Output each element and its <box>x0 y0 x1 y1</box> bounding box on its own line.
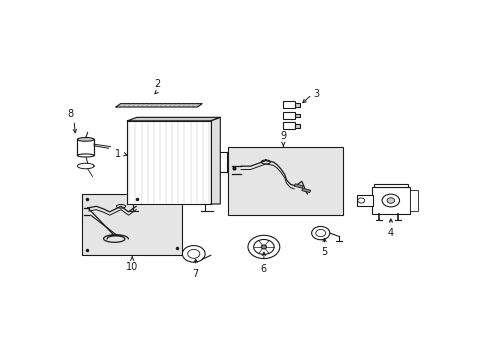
Circle shape <box>315 229 325 237</box>
Circle shape <box>261 245 266 249</box>
Text: 7: 7 <box>192 269 199 279</box>
Text: 4: 4 <box>387 228 393 238</box>
Bar <box>301 188 310 193</box>
Circle shape <box>182 246 205 262</box>
Polygon shape <box>127 117 220 121</box>
Ellipse shape <box>77 138 94 141</box>
Bar <box>357 195 373 206</box>
Bar <box>409 190 417 211</box>
Bar <box>294 103 299 107</box>
Text: 9: 9 <box>280 131 286 141</box>
Bar <box>227 147 343 215</box>
Text: 3: 3 <box>312 90 319 99</box>
Circle shape <box>311 226 329 240</box>
Text: 6: 6 <box>260 264 266 274</box>
Circle shape <box>386 198 394 203</box>
Bar <box>77 139 94 156</box>
Bar <box>373 184 407 187</box>
Text: 2: 2 <box>154 79 161 89</box>
Bar <box>294 114 299 117</box>
Polygon shape <box>210 117 220 204</box>
Circle shape <box>247 235 279 258</box>
Bar <box>294 124 299 128</box>
Polygon shape <box>116 104 202 107</box>
Bar <box>282 112 294 119</box>
Text: 5: 5 <box>321 247 327 257</box>
Circle shape <box>357 198 364 203</box>
Circle shape <box>381 194 399 207</box>
Bar <box>282 102 294 108</box>
Text: 8: 8 <box>67 109 74 120</box>
Text: 10: 10 <box>126 262 138 272</box>
Bar <box>371 187 409 214</box>
Ellipse shape <box>77 154 94 157</box>
Circle shape <box>253 239 274 255</box>
Polygon shape <box>127 121 210 204</box>
Bar <box>282 122 294 129</box>
Bar <box>82 194 182 255</box>
Text: 1: 1 <box>115 149 121 159</box>
Circle shape <box>187 249 200 258</box>
Bar <box>294 184 303 188</box>
